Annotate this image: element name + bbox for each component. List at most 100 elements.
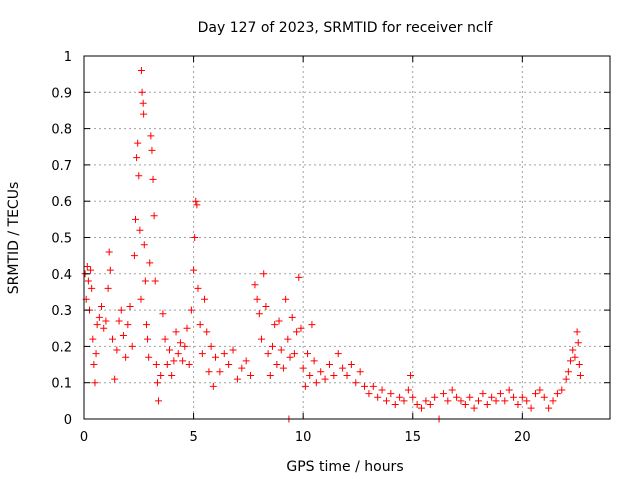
data-point	[91, 379, 99, 387]
data-point	[492, 397, 500, 405]
data-point	[574, 339, 582, 347]
y-tick-label: 1	[64, 50, 72, 65]
data-point	[531, 390, 539, 398]
data-point	[505, 386, 513, 394]
data-point	[540, 393, 548, 401]
data-point	[573, 328, 581, 336]
data-point	[284, 335, 292, 343]
data-point	[288, 313, 296, 321]
data-point	[258, 335, 266, 343]
data-point	[295, 273, 303, 281]
data-point	[98, 302, 106, 310]
data-point	[299, 364, 307, 372]
y-tick-label: 0.6	[51, 195, 72, 210]
data-point	[268, 342, 276, 350]
data-point	[266, 371, 274, 379]
data-point	[396, 393, 404, 401]
data-point	[201, 295, 209, 303]
data-point	[196, 321, 204, 329]
data-point	[567, 357, 575, 365]
data-point	[139, 99, 147, 107]
data-point	[382, 397, 390, 405]
data-point	[457, 397, 465, 405]
data-point	[151, 277, 159, 285]
data-point	[172, 328, 180, 336]
data-point	[461, 400, 469, 408]
data-point	[233, 375, 241, 383]
data-point	[306, 371, 314, 379]
data-point	[301, 382, 309, 390]
data-point	[523, 397, 531, 405]
data-point	[277, 346, 285, 354]
data-point	[409, 393, 417, 401]
data-point	[275, 317, 283, 325]
data-point	[325, 361, 333, 369]
data-point	[168, 371, 176, 379]
data-point	[400, 397, 408, 405]
data-point	[404, 386, 412, 394]
data-point	[439, 390, 447, 398]
data-point	[549, 397, 557, 405]
data-point	[282, 295, 290, 303]
data-point	[297, 324, 305, 332]
data-point	[496, 390, 504, 398]
data-point	[150, 212, 158, 220]
data-point	[124, 321, 132, 329]
data-point	[361, 382, 369, 390]
data-point	[192, 197, 200, 205]
data-point	[387, 390, 395, 398]
data-point	[273, 361, 281, 369]
data-point	[144, 335, 152, 343]
data-point	[83, 263, 91, 271]
data-point	[207, 342, 215, 350]
data-point	[501, 397, 509, 405]
data-point	[545, 404, 553, 412]
data-point	[88, 284, 96, 292]
data-point	[247, 371, 255, 379]
data-point	[136, 226, 144, 234]
x-tick-label: 5	[189, 430, 197, 445]
data-point	[225, 361, 233, 369]
data-point	[422, 397, 430, 405]
data-point	[176, 339, 184, 347]
y-tick-label: 0.2	[51, 340, 72, 355]
x-tick-label: 10	[295, 430, 312, 445]
data-point	[170, 357, 178, 365]
x-tick-label: 0	[80, 430, 88, 445]
data-point	[431, 393, 439, 401]
data-point	[290, 350, 298, 358]
data-point	[140, 241, 148, 249]
data-point	[470, 404, 478, 412]
data-point	[562, 375, 570, 383]
data-point	[89, 335, 97, 343]
data-point	[185, 361, 193, 369]
data-point	[104, 284, 112, 292]
data-point	[181, 342, 189, 350]
data-point	[157, 371, 165, 379]
y-tick-label: 0	[64, 413, 72, 428]
data-point	[108, 335, 116, 343]
data-point	[138, 88, 146, 96]
axes-layer: 00.10.20.30.40.50.60.70.80.910 5 10 15 20	[51, 50, 611, 445]
data-point	[198, 350, 206, 358]
data-point	[308, 321, 316, 329]
data-point	[391, 400, 399, 408]
data-point	[407, 371, 415, 379]
data-point	[152, 361, 160, 369]
data-point	[212, 353, 219, 361]
data-point	[165, 346, 173, 354]
data-point	[87, 266, 95, 274]
data-point	[330, 371, 338, 379]
data-point	[205, 368, 213, 376]
data-point	[216, 368, 224, 376]
plot-frame	[83, 55, 611, 420]
data-point	[179, 357, 187, 365]
data-point	[260, 270, 268, 278]
data-point	[518, 393, 526, 401]
data-point	[132, 215, 140, 223]
data-point	[321, 375, 329, 383]
data-point	[137, 295, 145, 303]
data-point	[148, 146, 156, 154]
data-point	[137, 67, 145, 75]
